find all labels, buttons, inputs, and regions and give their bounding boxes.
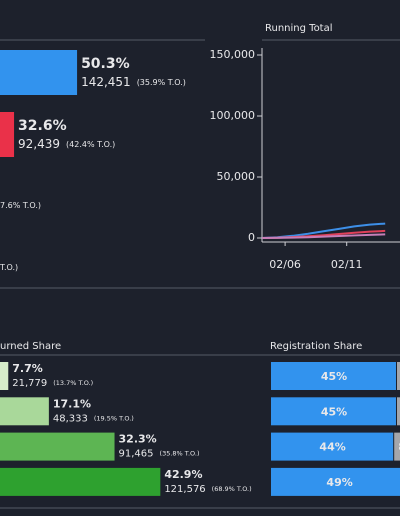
bar-segment xyxy=(271,467,400,496)
segment-label: 8 xyxy=(398,441,400,454)
to-label: T.O.) xyxy=(0,263,18,272)
to-label: (35.8% T.O.) xyxy=(160,450,200,458)
value-label: 50.3% xyxy=(81,56,130,72)
to-label: (13.7% T.O.) xyxy=(53,379,93,387)
panel-title: urned Share xyxy=(0,341,61,352)
segment-label: 45% xyxy=(321,405,347,418)
value-label: 32.6% xyxy=(18,118,67,134)
y-tick-label: 150,000 xyxy=(210,48,256,61)
x-tick-label: 02/11 xyxy=(331,258,363,271)
count: 91,465 xyxy=(119,449,154,460)
count-label: 92,439 (42.4% T.O.) xyxy=(18,137,115,151)
y-tick-label: 0 xyxy=(248,231,255,244)
series-line xyxy=(261,233,386,239)
bar-segment xyxy=(397,362,400,390)
bar-segment xyxy=(271,397,396,426)
bar xyxy=(0,397,49,426)
bar xyxy=(0,432,115,461)
count: 48,333 xyxy=(53,413,88,424)
count-label: 91,465 (35.8% T.O.) xyxy=(119,449,200,460)
count: 21,779 xyxy=(12,378,47,389)
bar xyxy=(0,112,15,157)
bar-segment xyxy=(271,432,394,461)
segment-label: 44% xyxy=(319,441,345,454)
count-label: 142,451 (35.9% T.O.) xyxy=(81,75,186,89)
count-label: 121,576 (68.9% T.O.) xyxy=(164,484,251,495)
to-label: (68.9% T.O.) xyxy=(212,485,252,493)
count-label: T.O.) xyxy=(0,263,18,272)
count: 92,439 xyxy=(18,137,60,151)
segment-label: 45% xyxy=(321,370,347,383)
bar-segment xyxy=(397,397,400,426)
to-label: (19.5% T.O.) xyxy=(94,414,134,422)
segment-label: 49% xyxy=(326,476,352,489)
to-label: (42.4% T.O.) xyxy=(66,140,115,149)
count: 142,451 xyxy=(81,75,131,89)
bar-segment xyxy=(271,362,396,390)
count: 121,576 xyxy=(164,484,205,495)
y-tick-label: 100,000 xyxy=(210,109,256,122)
bar-segment xyxy=(394,432,400,461)
panel-title: Running Total xyxy=(265,23,333,34)
value-label: 7.7% xyxy=(12,362,43,375)
value-label: 42.9% xyxy=(164,468,202,481)
count-label: 48,333 (19.5% T.O.) xyxy=(53,413,134,424)
y-tick-label: 50,000 xyxy=(217,170,256,183)
to-label: (35.9% T.O.) xyxy=(137,78,186,87)
bar xyxy=(0,362,9,390)
x-tick-label: 02/06 xyxy=(269,258,301,271)
value-label: 17.1% xyxy=(53,397,91,410)
value-label: 32.3% xyxy=(119,433,157,446)
bar xyxy=(0,467,161,496)
bar xyxy=(0,50,78,95)
panel-title: Registration Share xyxy=(270,341,362,352)
to-label: 7.6% T.O.) xyxy=(0,201,41,210)
count-label: 7.6% T.O.) xyxy=(0,201,41,210)
count-label: 21,779 (13.7% T.O.) xyxy=(12,378,93,389)
